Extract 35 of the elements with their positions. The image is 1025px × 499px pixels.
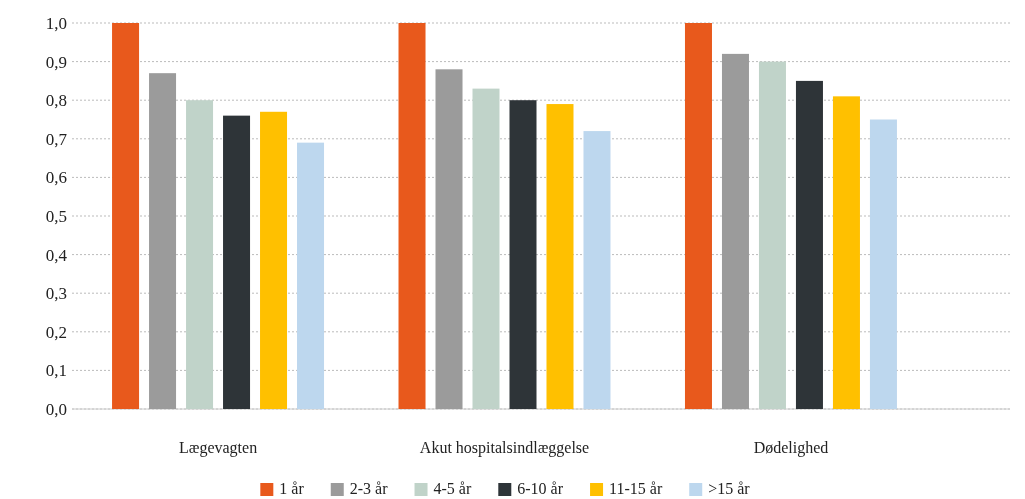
bar — [509, 100, 537, 409]
legend-label: 1 år — [279, 480, 305, 497]
y-tick-label: 0,7 — [45, 129, 68, 149]
y-tick-label: 1,0 — [45, 13, 67, 33]
y-tick-label: 0,8 — [45, 91, 67, 111]
y-tick-label: 0,9 — [45, 52, 67, 72]
bar — [435, 69, 463, 409]
bar — [149, 73, 177, 409]
bar — [795, 80, 823, 409]
y-tick-label: 0,1 — [45, 361, 67, 381]
bar — [869, 119, 897, 409]
y-tick-label: 0,4 — [45, 245, 68, 265]
legend-label: 11-15 år — [609, 480, 663, 497]
bar — [583, 131, 611, 409]
y-tick-label: 0,3 — [45, 284, 67, 304]
y-tick-label: 0,2 — [45, 322, 67, 342]
legend-label: 2-3 år — [349, 480, 389, 497]
y-tick-label: 0,6 — [45, 168, 67, 188]
bar — [297, 142, 325, 409]
legend-label: 4-5 år — [433, 480, 472, 497]
y-tick-label: 0,5 — [45, 206, 67, 226]
bar — [398, 23, 426, 409]
x-tick-label: Lægevagten — [178, 439, 258, 458]
bar — [721, 53, 749, 409]
legend-label: 6-10 år — [517, 480, 564, 497]
bar — [684, 23, 712, 409]
bar — [223, 115, 251, 409]
x-tick-label: Dødelighed — [753, 439, 829, 458]
bar — [112, 23, 140, 409]
bar — [832, 96, 860, 409]
bar — [260, 111, 288, 409]
y-tick-label: 0,0 — [45, 399, 67, 419]
legend-label: >15 år — [708, 480, 751, 497]
x-tick-label: Akut hospitalsindlæggelse — [419, 439, 590, 458]
bar — [546, 104, 574, 409]
